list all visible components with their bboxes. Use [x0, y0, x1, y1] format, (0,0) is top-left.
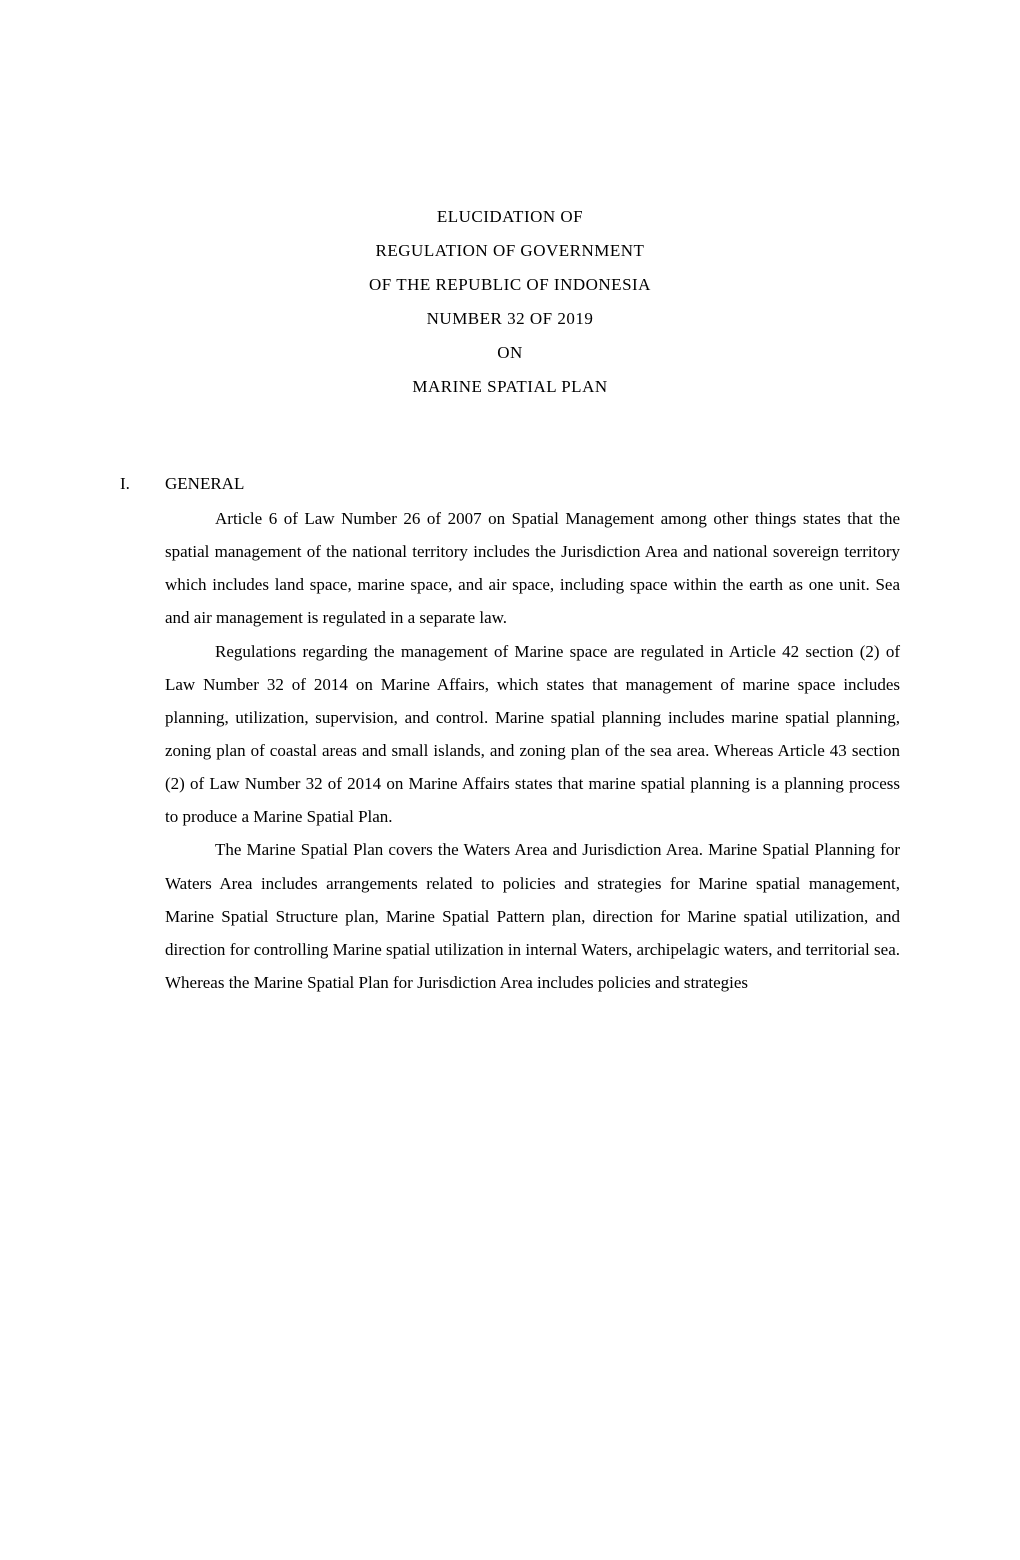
title-line-2: REGULATION OF GOVERNMENT	[120, 234, 900, 268]
title-line-4: NUMBER 32 OF 2019	[120, 302, 900, 336]
title-line-3: OF THE REPUBLIC OF INDONESIA	[120, 268, 900, 302]
section-roman-numeral: I.	[120, 474, 165, 494]
section-body: Article 6 of Law Number 26 of 2007 on Sp…	[165, 502, 900, 999]
section-header-row: I. GENERAL	[120, 474, 900, 494]
section-heading: GENERAL	[165, 474, 244, 494]
document-title-block: ELUCIDATION OF REGULATION OF GOVERNMENT …	[120, 200, 900, 404]
title-line-1: ELUCIDATION OF	[120, 200, 900, 234]
paragraph-2: Regulations regarding the management of …	[165, 635, 900, 834]
paragraph-3: The Marine Spatial Plan covers the Water…	[165, 833, 900, 999]
paragraph-1: Article 6 of Law Number 26 of 2007 on Sp…	[165, 502, 900, 635]
title-line-6: MARINE SPATIAL PLAN	[120, 370, 900, 404]
title-line-5: ON	[120, 336, 900, 370]
